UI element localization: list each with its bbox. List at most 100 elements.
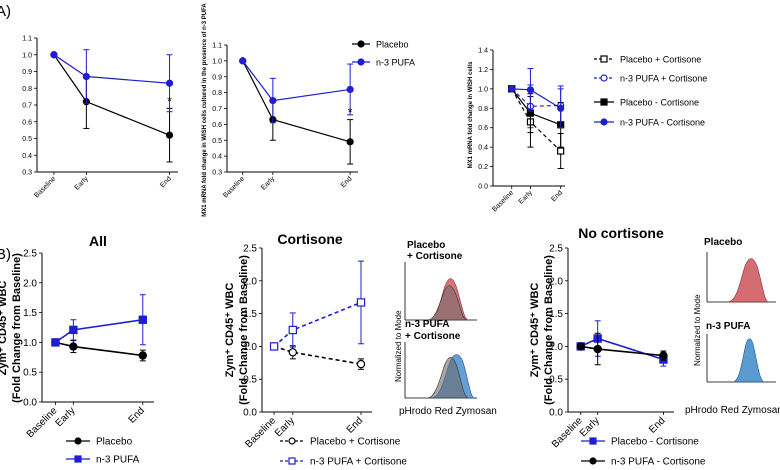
b1-series-1-point [138,315,147,324]
b3-ylabel-top: Zym⁺ CD45⁺ WBC [529,283,541,378]
b2-ytick-label: 2.0 [243,276,257,287]
a3-ytick-label: 0.0 [478,184,488,191]
a3-xtick-label: Early [518,189,535,206]
hist-c-pufa-grey [427,356,469,399]
a1-series-1-point [50,51,58,59]
legend-b1: Placebo n-3 PUFA [66,437,140,466]
a2-series-1-point [346,85,354,94]
b3-series-1-point [659,351,668,360]
a1-ytick-label: 1.1 [22,36,32,43]
b1-ylabel-top: Zym⁺ CD45⁺ WBC [0,281,9,376]
b1-series-0-point [138,351,147,360]
a2-series-0-point [346,138,354,146]
a1-ytick-label: 0.3 [22,170,32,177]
legend-b3-label: n-3 PUFA - Cortisone [611,457,706,468]
b1-series-1-line [54,318,143,344]
legend-b3: Placebo - Cortisone n-3 PUFA - Cortisone [581,437,706,468]
a2-ytick-label: 0.6 [212,122,222,129]
b3-series-1-point [593,344,602,354]
hist-c-xaxis-label: pHrodo Red Zymosan [399,406,497,417]
b2-series-1-point [269,342,279,351]
b1-ytick-label: 1.5 [23,308,37,319]
a3-ytick-label: 0.6 [478,125,488,132]
hist-n-pufa-blue [732,338,765,383]
a2-xtick-label: Baseline [222,175,246,199]
panel-label-b: B) [0,246,11,263]
a1-xtick-label: End [159,175,173,189]
a1-annotation: * [167,94,172,108]
a3-series-0-point [557,147,565,155]
a2-series-1-point [269,96,277,105]
chart-a1: 0.3 0.4 0.5 0.6 0.7 0.8 0.9 1.0 1.1 Baseline Early… [22,36,178,199]
a2-ytick-label: 0.3 [212,170,222,177]
b3-title: No cortisone [578,225,664,241]
a1-series-1-point [165,79,174,87]
a2-xtick-label: End [340,175,354,189]
a3-ytick-label: 0.2 [478,164,488,171]
b1-ytick-label: 0.5 [23,368,37,379]
b2-ylabel-bottom: (Fold Change from Baseline) [238,255,250,405]
a2-ytick-label: 0.8 [212,90,222,97]
legend-a2: Placebo n-3 PUFA [352,40,415,68]
hist-n-xaxis-label: pHrodo Red Zymosan [685,405,780,416]
legend-a2-swatch-marker [357,40,365,48]
legend-b3-swatch-marker [589,437,597,445]
hist-c-top-label-1: Placebo [407,240,445,251]
hist-c-bottom-label-2: + Cortisone [405,331,461,342]
legend-b3-label: Placebo - Cortisone [611,437,699,448]
legend-b1-label: Placebo [96,437,133,448]
b2-ytick-label: 2.5 [243,244,257,255]
a3-series-3-point [508,85,516,93]
a2-ylabel: MX1 mRNA fold change in WISH cells cultu… [202,3,208,217]
b3-ytick-label: 1.5 [549,309,563,320]
a3-ytick-label: 0.8 [478,106,488,113]
b2-series-1-point [356,298,366,307]
chart-a2: 0.3 0.4 0.5 0.6 0.7 0.8 0.9 1.0 1.1 Baseline Early… [202,3,358,217]
a3-ylabel: MX1 mRNA fold change in WISH cells [468,61,474,168]
hist-n-yaxis-label: Normalized to Mode [693,294,702,366]
b1-series-1-point [69,325,78,335]
legend-a3: Placebo + Cortisone n-3 PUFA + Cortisone P… [594,55,707,128]
panel-label-a: A) [0,3,11,20]
hist-c-top-label-2: + Cortisone [407,251,463,262]
b2-ytick-label: 0.5 [243,375,257,386]
b1-ytick-label: 2.0 [23,278,37,289]
legend-b2-swatch-marker [288,457,296,465]
b1-series-1-point [51,338,60,347]
a1-ytick-label: 0.4 [22,153,32,160]
a1-xtick-label: Baseline [33,175,57,199]
a2-series-1-line [242,60,351,102]
legend-b1-swatch-marker [74,455,82,463]
legend-a3-label: n-3 PUFA - Cortisone [620,118,705,128]
b2-series-0-point [356,359,366,369]
a2-annotation: * [348,106,353,120]
a3-series-2-line [511,88,561,126]
a1-series-1-point [82,72,90,81]
b1-series-0-line [55,341,143,357]
b3-series-1-point [576,342,585,351]
a2-ytick-label: 0.5 [212,138,222,145]
legend-a3-label: Placebo - Cortisone [620,98,699,108]
a1-series-0-point [165,131,174,139]
b2-series-0-line [273,345,362,365]
b3-ytick-label: 0.0 [549,408,563,419]
legend-a3-label: n-3 PUFA + Cortisone [620,74,707,84]
b2-title: Cortisone [277,231,343,247]
histogram-inset-cortisone: Placebo + Cortisone n-3 PUFA + Cortisone… [394,240,497,417]
a3-ytick-label: 0.4 [478,145,488,152]
legend-a2-swatch-marker [357,58,365,66]
b2-ytick-label: 1.0 [243,342,257,353]
b1-ytick-label: 0.0 [23,398,37,409]
legend-a3-swatch-marker [600,55,608,63]
b1-ylabel-bottom: (Fold Change from Baseline) [11,253,23,403]
legend-b1-label: n-3 PUFA [96,455,140,466]
a2-ytick-label: 1.1 [212,43,222,50]
legend-a3-swatch-marker [600,118,608,126]
b3-ytick-label: 2.0 [549,276,563,287]
b2-ylabel-top: Zym⁺ CD45⁺ WBC [224,283,236,378]
b1-title: All [89,233,107,249]
b2-series-1-line [273,301,362,348]
a3-series-3-point [557,104,565,112]
legend-b2-label: n-3 PUFA + Cortisone [310,457,407,468]
